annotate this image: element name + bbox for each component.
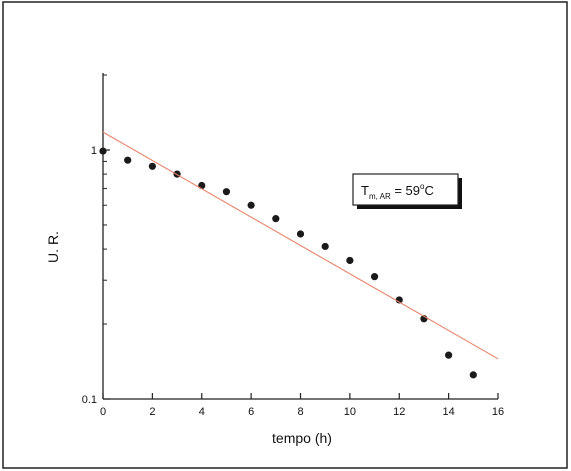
data-marks [99, 131, 499, 379]
x-tick-label: 4 [199, 406, 205, 418]
data-point [148, 162, 156, 170]
fit-line [102, 131, 499, 360]
x-tick-label: 0 [100, 406, 106, 418]
annotation-subscript: m, AR [369, 192, 391, 201]
y-tick-label: 1 [91, 145, 97, 157]
data-point [469, 371, 477, 379]
x-tick-label: 12 [393, 406, 405, 418]
annotation-equals: = 59 [391, 183, 420, 198]
annotation-box: Tm, AR = 59oC [352, 173, 462, 209]
data-point [124, 156, 132, 164]
data-point [247, 201, 255, 209]
x-tick-label: 10 [344, 406, 356, 418]
annotation-main: T [361, 183, 369, 198]
axis-ticks: 0 2 4 6 8 10 12 14 16 1 0.1 [82, 74, 504, 418]
x-tick-label: 6 [248, 406, 254, 418]
data-point [346, 256, 354, 265]
annotation-unit: C [424, 183, 433, 198]
y-axis-label: U. R. [45, 231, 61, 263]
data-point [99, 147, 107, 155]
annotation-frame [352, 173, 459, 206]
data-point [370, 273, 379, 281]
data-point [272, 215, 280, 223]
data-point [222, 188, 231, 196]
x-tick-label: 2 [149, 406, 155, 418]
x-tick-label: 16 [492, 406, 504, 418]
x-tick-label: 14 [443, 406, 455, 418]
y-tick-label: 0.1 [82, 394, 97, 406]
x-tick-label: 8 [297, 406, 303, 418]
data-point [296, 230, 305, 238]
data-point [198, 181, 206, 190]
data-point [445, 351, 453, 359]
x-axis-label: tempo (h) [272, 430, 332, 446]
annotation-superscript: o [420, 182, 425, 191]
annotation-text: Tm, AR = 59oC [361, 182, 434, 201]
data-point [321, 242, 329, 251]
